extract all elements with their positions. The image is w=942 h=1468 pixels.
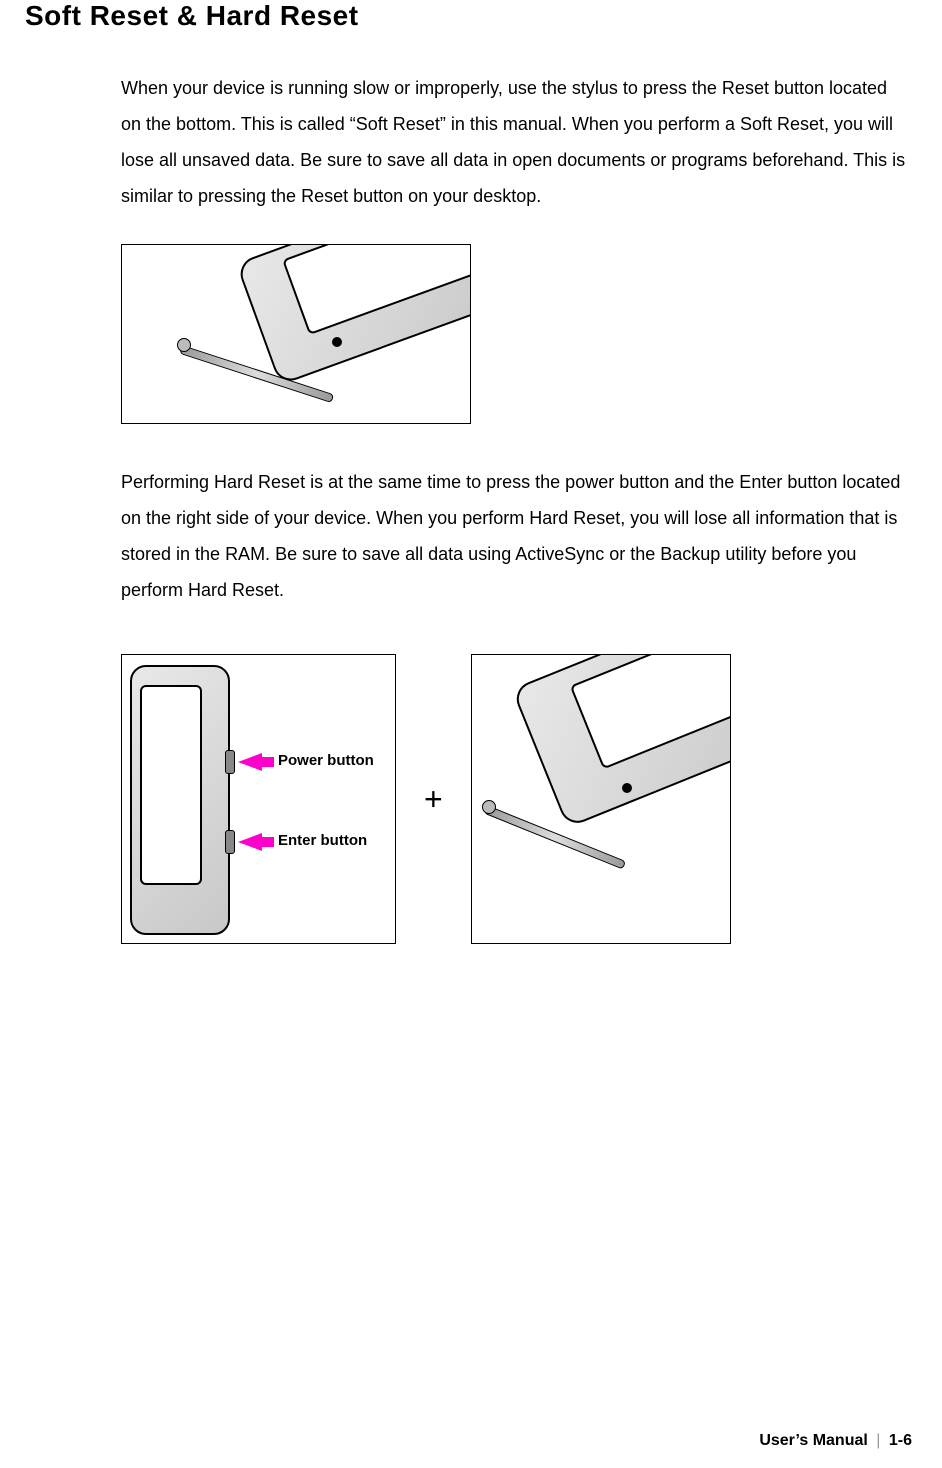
- soft-reset-figure: [121, 244, 471, 424]
- footer-separator: |: [876, 1432, 880, 1449]
- hard-reset-figure-row: Power button Enter button +: [121, 654, 917, 944]
- enter-button-graphic: [225, 830, 235, 854]
- soft-reset-paragraph: When your device is running slow or impr…: [121, 70, 907, 214]
- page-heading: Soft Reset & Hard Reset: [25, 0, 917, 32]
- hard-reset-figure-stylus: [471, 654, 731, 944]
- hard-reset-figure-buttons: Power button Enter button: [121, 654, 396, 944]
- footer-page-number: 1-6: [889, 1432, 912, 1449]
- power-button-label: Power button: [278, 752, 374, 769]
- power-button-graphic: [225, 750, 235, 774]
- page-footer: User’s Manual | 1-6: [759, 1432, 912, 1450]
- enter-button-label: Enter button: [278, 832, 367, 849]
- power-arrow-icon: [238, 753, 262, 771]
- enter-arrow-icon: [238, 833, 262, 851]
- plus-symbol: +: [424, 781, 443, 818]
- hard-reset-paragraph: Performing Hard Reset is at the same tim…: [121, 464, 907, 608]
- footer-manual-label: User’s Manual: [759, 1432, 867, 1449]
